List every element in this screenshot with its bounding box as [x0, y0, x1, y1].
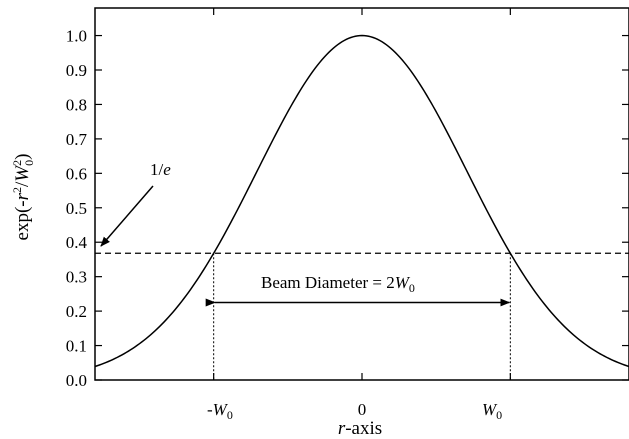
- y-tick-label: 0.1: [66, 337, 87, 356]
- y-tick-label: 1.0: [66, 27, 87, 46]
- x-tick-neg-sub: 0: [227, 408, 233, 422]
- y-ticks: 0.0 0.1 0.2 0.3 0.4 0.5 0.6 0.7 0.8 0.9 1.0: [66, 27, 629, 390]
- y-axis-title-exp: exp(-: [12, 200, 33, 240]
- x-tick-pos-sub: 0: [496, 408, 502, 422]
- y-axis-title-sup2: 2: [10, 160, 24, 166]
- y-tick-label: 0.3: [66, 268, 87, 287]
- x-tick-pos-w: W: [482, 400, 498, 419]
- x-axis-title-rest: -axis: [345, 418, 382, 439]
- y-tick-label: 0.9: [66, 61, 87, 80]
- x-axis-title-r: r: [338, 418, 346, 439]
- y-tick-label: 0.2: [66, 302, 87, 321]
- x-tick-label-zero: 0: [358, 400, 367, 419]
- one-over-e-label: 1/e: [150, 160, 171, 179]
- x-tick-neg-sign: -: [207, 400, 213, 419]
- x-axis-title: r-axis: [338, 418, 382, 439]
- x-tick-label-neg-w0: -W0: [207, 400, 233, 422]
- beam-diameter-w: W: [395, 273, 411, 292]
- y-axis-title-sup1: 2: [10, 187, 24, 193]
- y-tick-label: 0.5: [66, 199, 87, 218]
- x-ticks: [213, 8, 511, 380]
- plot-frame: [94, 7, 629, 381]
- one-over-e-italic: e: [163, 160, 171, 179]
- y-axis-title-close: ): [12, 154, 33, 160]
- y-tick-label: 0.6: [66, 164, 87, 183]
- y-axis-title-w: W: [12, 164, 33, 182]
- series-line-gaussian: [94, 34, 629, 368]
- beam-diameter-label: Beam Diameter = 2W0: [261, 273, 415, 295]
- beam-diameter-sub: 0: [409, 281, 415, 295]
- y-axis-title: exp(-r2/W02): [10, 154, 36, 241]
- y-axis-title-slash: /: [12, 181, 33, 187]
- y-tick-label: 0.4: [66, 233, 88, 252]
- one-over-e-pointer-arrow: [100, 185, 154, 247]
- y-axis-title-sub: 0: [22, 160, 36, 166]
- beam-diameter-prefix: Beam Diameter = 2: [261, 273, 395, 292]
- y-axis-title-r: r: [12, 192, 33, 200]
- y-tick-label: 0.7: [66, 130, 88, 149]
- one-over-e-main: 1/: [150, 160, 164, 179]
- x-tick-label-pos-w0: W0: [482, 400, 502, 422]
- y-tick-label: 0.0: [66, 371, 87, 390]
- x-tick-neg-w: W: [213, 400, 229, 419]
- y-tick-label: 0.8: [66, 95, 87, 114]
